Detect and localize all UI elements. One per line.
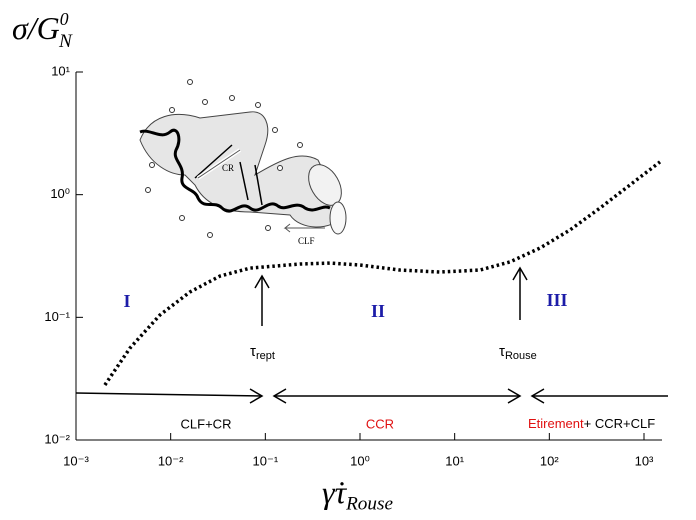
y-axis-label: σ/G0 N: [12, 9, 73, 53]
region-label: III: [546, 290, 567, 310]
y-tick-label: 10⁻²: [44, 431, 70, 446]
region-label: I: [123, 291, 130, 311]
y-axis-label-sup: 0: [60, 9, 69, 29]
x-axis-label-sub: Rouse: [345, 494, 393, 515]
x-tick-label: 10⁻³: [63, 453, 89, 468]
mechanism-part: Etirement: [528, 416, 584, 431]
time-label: τRouse: [499, 343, 537, 362]
inset-label: CR: [222, 163, 234, 173]
inset-label: CLF: [298, 236, 315, 246]
x-axis-label: γ̇τRouse: [322, 474, 393, 515]
x-axis-label-main: γ̇τ: [322, 474, 348, 510]
mechanism-label: Etirement+ CCR+CLF: [528, 416, 655, 431]
x-tick-label: 10⁻¹: [253, 453, 279, 468]
x-tick-label: 10⁻²: [158, 453, 184, 468]
y-tick-label: 10⁰: [50, 186, 70, 201]
inset-illustration: CR CLF: [139, 79, 347, 246]
time-symbol: τ: [250, 343, 256, 360]
x-tick-label: 10¹: [445, 453, 464, 468]
region-label: II: [371, 301, 385, 321]
y-axis-label-sub: N: [58, 32, 73, 53]
mechanism-label: CCR: [366, 416, 394, 431]
x-tick-label: 10⁰: [350, 453, 370, 468]
y-axis-label-main: σ/G: [12, 10, 60, 46]
mechanism-part: + CCR+CLF: [584, 416, 656, 431]
curve: [103, 160, 662, 386]
x-tick-label: 10³: [635, 453, 654, 468]
time-sub: rept: [256, 350, 275, 362]
time-symbol: τ: [499, 343, 505, 360]
x-tick-label: 10²: [540, 453, 559, 468]
time-label: τrept: [250, 343, 275, 362]
y-tick-label: 10⁻¹: [44, 309, 70, 324]
mechanism-label: CLF+CR: [181, 416, 232, 431]
y-tick-label: 10¹: [51, 63, 70, 78]
arrows: [75, 266, 668, 404]
time-sub: Rouse: [505, 350, 537, 362]
